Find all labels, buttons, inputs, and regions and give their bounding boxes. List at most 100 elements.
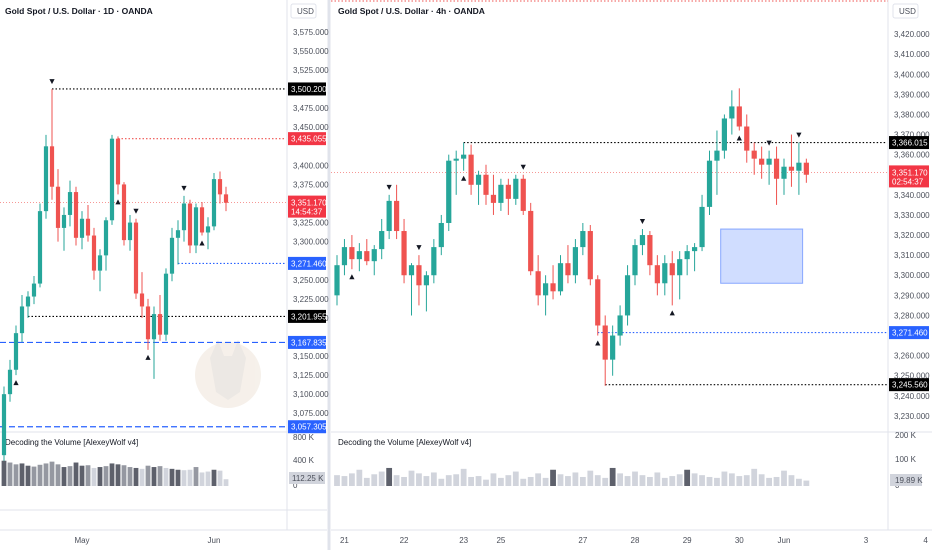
x-axis-label-1-9: 3 (864, 536, 869, 545)
signal-down-marker (639, 219, 646, 225)
candle-body (151, 314, 157, 340)
right-volume-axis-label-high: 200 K (895, 431, 917, 440)
candle-body (121, 184, 127, 241)
volume-bar (79, 465, 85, 486)
candle-body (453, 158, 459, 161)
candle-body (721, 118, 727, 151)
volume-bar (127, 467, 133, 486)
volume-bar (490, 473, 497, 486)
volume-bar (527, 476, 534, 486)
volume-bar (205, 471, 211, 486)
volume-bar (460, 468, 467, 486)
candle-body (736, 106, 742, 127)
candle-body (169, 237, 175, 274)
volume-bar (181, 470, 187, 486)
volume-bar (49, 461, 55, 486)
y-axis-tick-0-14: 3,100.000 (293, 390, 329, 399)
volume-bar (163, 467, 169, 486)
candle-body (662, 263, 668, 284)
candle-body (580, 231, 586, 248)
candle-body (145, 306, 151, 340)
volume-bar (341, 476, 348, 486)
volume-bar (654, 472, 661, 486)
y-axis-tick-0-9: 3,250.000 (293, 276, 329, 285)
candle-body (73, 192, 79, 238)
price-level-label-0-3: 3,201.955 (291, 312, 327, 321)
volume-bar (520, 478, 527, 486)
candle-body (1, 394, 7, 456)
volume-bar (73, 462, 79, 486)
candle-body (19, 306, 25, 334)
x-axis-label-0-0: May (74, 536, 89, 545)
svg-text:USD: USD (297, 7, 314, 16)
volume-bar (193, 467, 199, 486)
right-chart-panel[interactable] (331, 0, 932, 550)
volume-bar (736, 476, 743, 486)
current-price-badge (889, 165, 929, 188)
volume-bar (393, 475, 400, 486)
volume-bar (401, 476, 407, 486)
y-axis-tick-1-5: 3,370.000 (894, 131, 930, 140)
signal-up-marker (349, 274, 355, 280)
price-level-badge-1-1 (889, 326, 929, 340)
y-axis-tick-0-10: 3,225.000 (293, 295, 329, 304)
blue-zone-box (720, 228, 804, 284)
left-chart-panel[interactable] (0, 0, 327, 550)
volume-bar (661, 477, 668, 486)
volume-bar (632, 471, 638, 486)
volume-bar (721, 471, 728, 486)
volume-bar (356, 469, 363, 486)
candle-body (557, 263, 564, 292)
volume-bar (13, 464, 19, 486)
volume-bar (572, 472, 579, 486)
volume-bar (758, 474, 765, 486)
candle-body (193, 207, 199, 246)
y-axis-tick-0-3: 3,475.000 (293, 104, 329, 113)
right-currency-button[interactable]: USD (892, 3, 919, 19)
volume-bar (187, 469, 193, 486)
candle-body (349, 247, 355, 260)
price-level-label-1-2: 3,245.560 (892, 381, 928, 390)
candle-body (602, 325, 608, 360)
candle-body (654, 265, 660, 284)
candle-body (187, 203, 193, 246)
y-axis-tick-1-13: 3,280.000 (894, 311, 930, 320)
candle-body (543, 283, 549, 296)
left-currency-button[interactable]: USD (290, 3, 317, 19)
candle-body (199, 207, 205, 233)
left-volume-axis-label-mid: 400 K (293, 456, 315, 465)
price-level-badge-0-1 (288, 132, 326, 146)
candle-body (684, 251, 690, 260)
candle-body (468, 154, 474, 185)
signal-up-marker (199, 240, 205, 246)
candle-body (513, 178, 519, 199)
x-axis-label-1-2: 23 (459, 536, 468, 545)
signal-up-marker (669, 310, 675, 316)
right-volume-axis-label-mid: 100 K (895, 455, 917, 464)
candle-body (91, 235, 97, 271)
candle-body (796, 162, 802, 171)
volume-bar (766, 477, 772, 486)
volume-bar (609, 467, 616, 486)
volume-bar (714, 477, 720, 486)
candle-body (408, 265, 415, 276)
signal-up-marker (461, 175, 467, 181)
candle-body (706, 160, 713, 207)
volume-bar (169, 468, 175, 486)
volume-bar (97, 467, 103, 486)
y-axis-tick-0-8: 3,300.000 (293, 238, 329, 247)
volume-bar (438, 478, 445, 486)
y-axis-tick-1-1: 3,410.000 (894, 50, 930, 59)
candle-body (49, 146, 55, 187)
candle-body (803, 162, 809, 175)
volume-bar (115, 464, 121, 486)
signal-down-marker (796, 132, 802, 138)
candle-body (133, 222, 139, 294)
volume-bar (416, 473, 422, 486)
candle-body (498, 184, 504, 203)
volume-bar (579, 476, 586, 486)
volume-bar (1, 460, 7, 486)
candle-body (115, 138, 121, 185)
volume-bar (669, 476, 676, 486)
candle-body (43, 146, 49, 212)
